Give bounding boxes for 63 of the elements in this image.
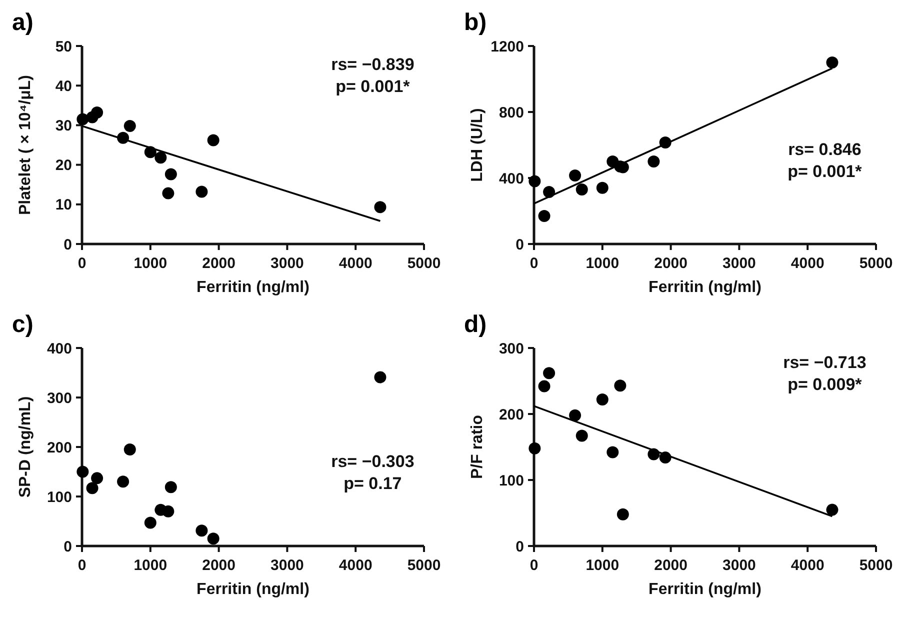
annotation: p= 0.001*: [788, 162, 862, 181]
y-tick-label: 300: [46, 390, 72, 407]
x-tick-label: 5000: [859, 557, 893, 574]
y-tick-label: 10: [55, 196, 72, 214]
x-tick-label: 1000: [134, 255, 168, 272]
x-tick-label: 3000: [270, 255, 304, 272]
x-axis-title: Ferritin (ng/ml): [196, 581, 310, 598]
annotation: p= 0.001*: [336, 76, 410, 96]
x-axis-title: Ferritin (ng/ml): [648, 279, 762, 296]
x-tick-label: 2000: [202, 557, 236, 574]
y-axis-title: SP-D (ng/mL): [17, 396, 34, 498]
x-axis-title: Ferritin (ng/ml): [196, 279, 310, 296]
y-tick-label: 400: [498, 170, 524, 188]
x-tick-label: 2000: [654, 557, 688, 574]
chart-title: d): [464, 311, 487, 338]
x-tick-label: 0: [78, 255, 86, 272]
y-tick-label: 30: [55, 117, 72, 134]
y-tick-label: 400: [46, 340, 72, 358]
y-tick-label: 100: [498, 472, 524, 490]
x-tick-label: 1000: [134, 557, 168, 574]
y-tick-label: 200: [46, 439, 72, 456]
annotation: rs= −0.303: [331, 452, 414, 471]
y-tick-label: 0: [516, 538, 524, 556]
annotation: p= 0.009*: [788, 374, 862, 394]
chart-title: b): [464, 9, 487, 36]
y-tick-label: 20: [55, 157, 72, 174]
annotation: rs= 0.846: [788, 140, 862, 159]
x-tick-label: 5000: [407, 557, 441, 574]
y-axis-title: LDH (U/L): [469, 108, 486, 182]
y-tick-label: 50: [55, 38, 72, 56]
y-tick-label: 0: [64, 538, 72, 556]
x-tick-label: 1000: [586, 557, 620, 574]
y-tick-label: 200: [498, 406, 524, 424]
y-axis-title: P/F ratio: [469, 414, 486, 480]
annotation: rs= −0.713: [783, 352, 866, 372]
x-axis-title: Ferritin (ng/ml): [648, 581, 762, 598]
x-tick-label: 5000: [859, 255, 893, 272]
x-tick-label: 4000: [790, 557, 824, 574]
x-tick-label: 3000: [722, 255, 756, 272]
x-tick-label: 2000: [202, 255, 236, 272]
x-tick-label: 4000: [790, 255, 824, 272]
y-tick-label: 0: [516, 236, 524, 254]
x-tick-label: 2000: [654, 255, 688, 272]
annotation: p= 0.17: [344, 474, 402, 493]
chart-title: a): [12, 9, 34, 36]
y-tick-label: 1200: [490, 38, 524, 56]
x-tick-label: 0: [530, 255, 538, 272]
y-tick-label: 40: [55, 78, 72, 95]
y-tick-label: 300: [498, 340, 524, 358]
x-tick-label: 3000: [722, 557, 756, 574]
y-axis-title: Platelet ( × 10⁴/μL): [17, 75, 34, 215]
x-tick-label: 3000: [270, 557, 304, 574]
y-tick-label: 100: [46, 488, 72, 506]
x-tick-label: 0: [530, 557, 538, 574]
y-tick-label: 800: [498, 104, 524, 122]
x-tick-label: 0: [78, 557, 86, 574]
y-tick-label: 0: [64, 236, 72, 254]
x-tick-label: 4000: [338, 255, 372, 272]
x-tick-label: 4000: [338, 557, 372, 574]
chart-title: c): [12, 311, 34, 338]
x-tick-label: 1000: [586, 255, 620, 272]
annotation: rs= −0.839: [331, 54, 414, 74]
x-tick-label: 5000: [407, 255, 441, 272]
